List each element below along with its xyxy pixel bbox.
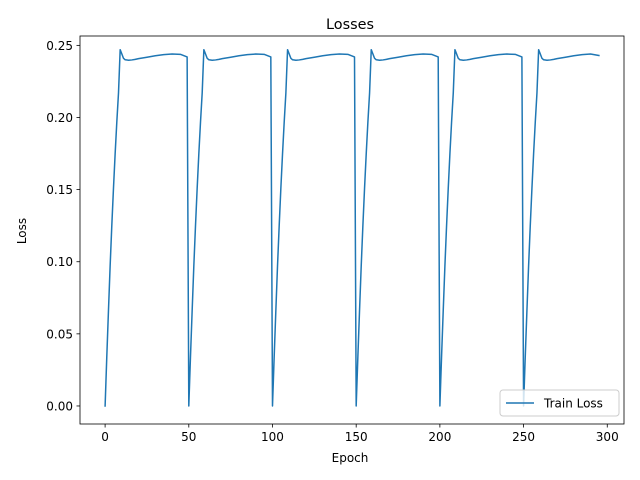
legend-box: [499, 389, 620, 417]
legend: Train Loss: [499, 389, 620, 417]
legend-label: Train Loss: [543, 397, 603, 411]
x-tick-label: 300: [596, 430, 619, 444]
x-tick-label: 100: [261, 430, 284, 444]
y-tick-label: 0.15: [46, 183, 73, 197]
y-tick-label: 0.00: [46, 399, 73, 413]
y-tick-label: 0.10: [46, 255, 73, 269]
y-axis-title: Loss: [15, 218, 29, 244]
y-tick-label: 0.05: [46, 327, 73, 341]
x-tick-label: 150: [345, 430, 368, 444]
x-tick-label: 250: [512, 430, 535, 444]
x-tick-label: 0: [101, 430, 109, 444]
series-line-train-loss: [104, 48, 600, 407]
y-tick-label: 0.20: [46, 111, 73, 125]
plot-area: 0 50 100 150 200 250 300 0.00 0.05 0.10 0.15 0.20 0.…: [46, 35, 625, 444]
chart-title: Losses: [326, 17, 374, 33]
axes-frame: [79, 35, 625, 425]
y-tick-label: 0.25: [46, 39, 73, 53]
x-tick-label: 50: [181, 430, 196, 444]
x-axis-title: Epoch: [332, 451, 369, 465]
x-tick-label: 200: [428, 430, 451, 444]
